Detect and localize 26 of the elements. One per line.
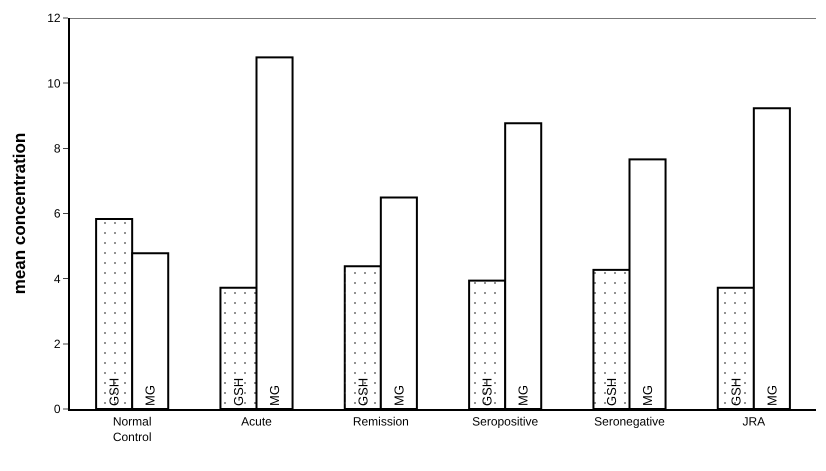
y-tick-label: 10 [47,76,61,90]
text: GSH [480,378,495,406]
text: MG [764,385,780,406]
y-axis-title: mean concentration [10,132,29,294]
text: MG [516,385,531,406]
text: GSH [604,378,619,406]
y-tick-label: 8 [54,142,61,156]
text: MG [391,385,406,406]
x-tick-label: JRA [742,414,766,428]
text: GSH [728,378,744,406]
x-tick-label: Seronegative [594,414,666,428]
series-label: MG [142,385,158,406]
y-tick-label: 4 [54,272,61,286]
text: GSH [355,378,370,406]
x-tick-label: Remission [352,414,409,428]
x-tick-label: Normal Control [112,414,152,444]
x-tick-label: Acute [241,414,272,428]
y-tick-label: 0 [54,402,61,416]
text: MG [640,385,656,406]
y-tick-label: 6 [54,206,61,221]
text: GSH [230,378,246,406]
series-label: GSH [106,378,122,406]
text: MG [267,385,282,406]
x-tick-label: Seropositive [472,414,539,428]
y-tick-label: 12 [47,11,61,26]
y-tick-label: 2 [54,337,61,352]
